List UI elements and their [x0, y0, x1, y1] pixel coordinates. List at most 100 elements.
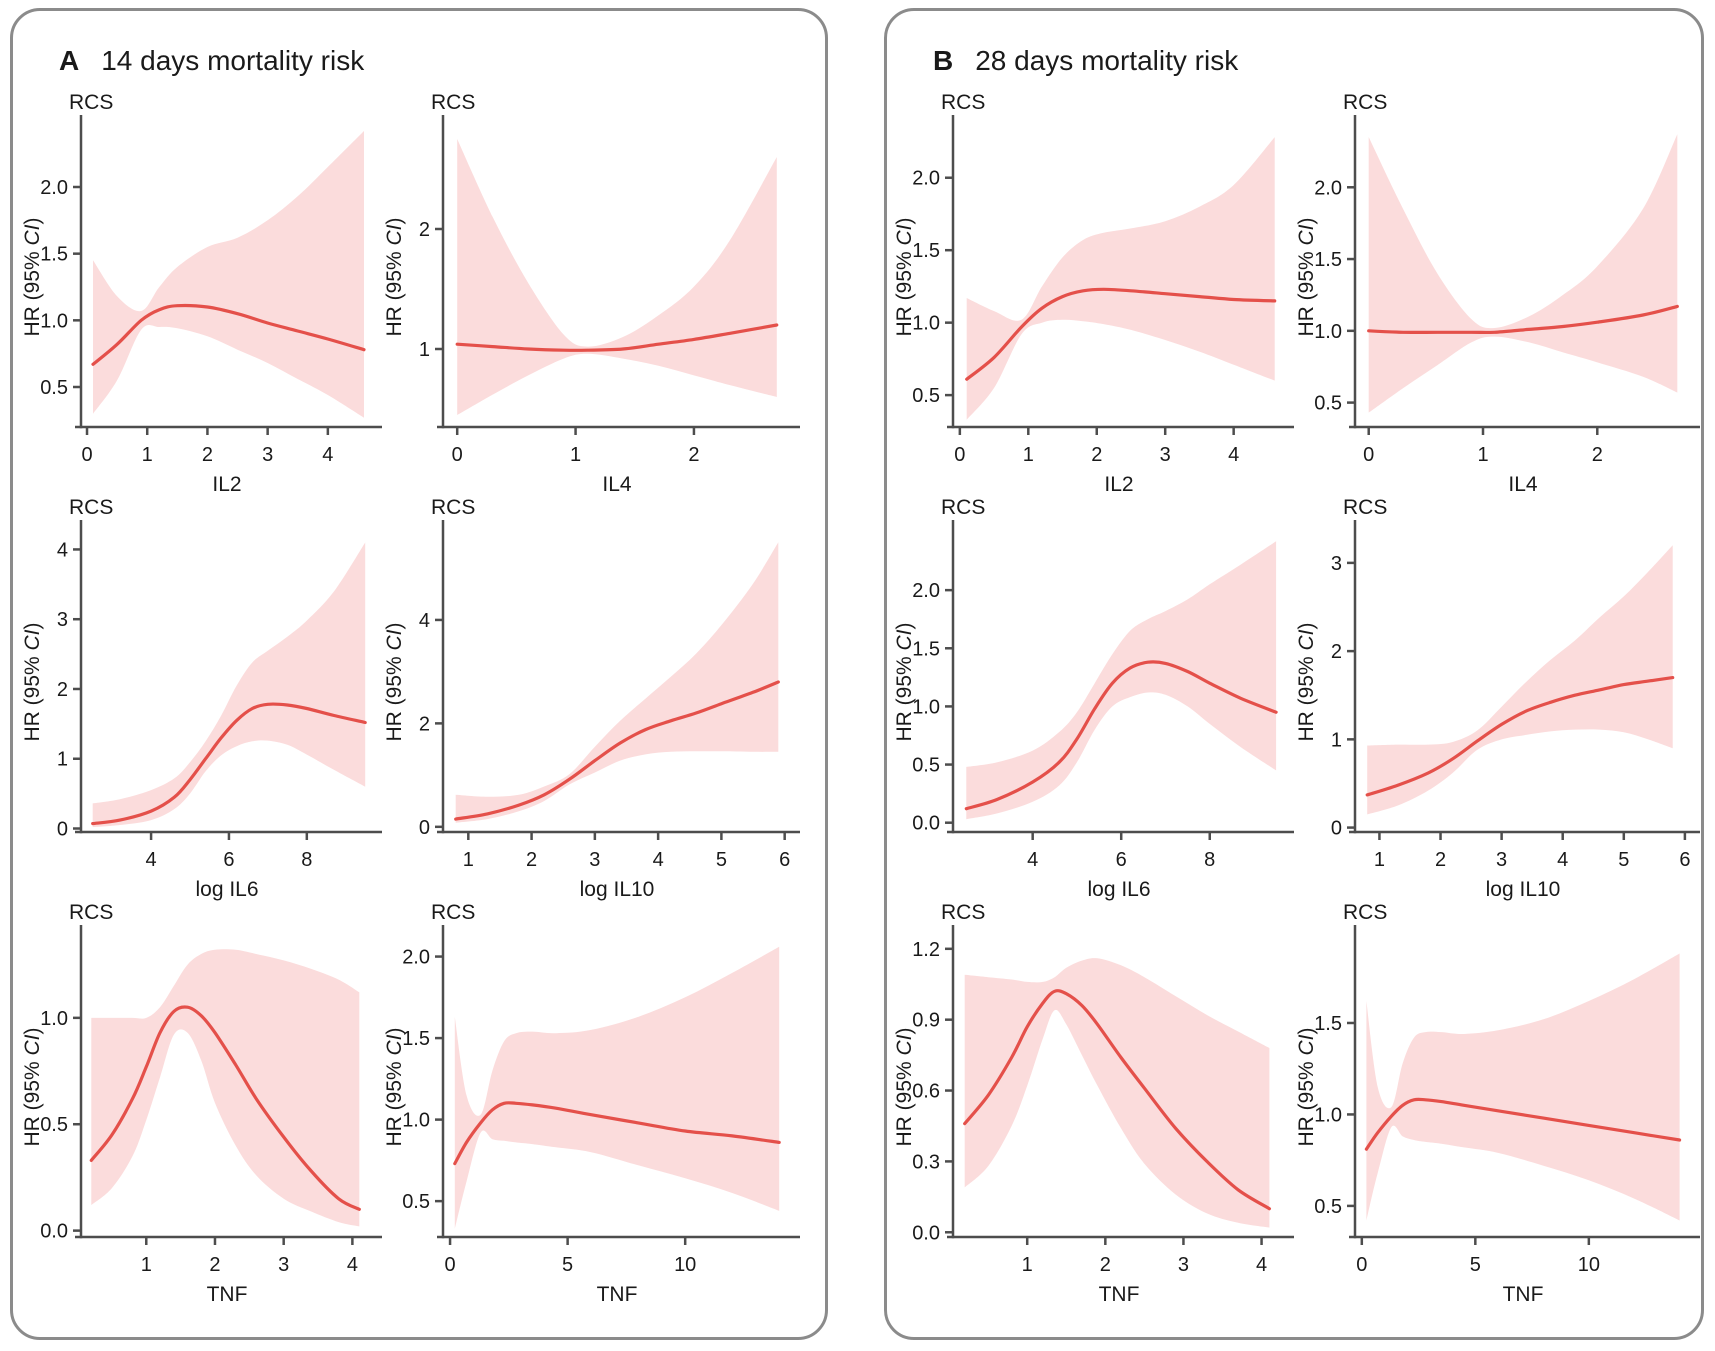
x-axis-label: TNF — [597, 1283, 638, 1306]
y-tick-label: 1.0 — [1314, 321, 1342, 343]
y-axis-label: HR (95% CI) — [895, 622, 916, 741]
y-tick-label: 0.5 — [1314, 393, 1342, 415]
y-tick-label: 0 — [1331, 818, 1342, 840]
y-tick-label: 1.5 — [1314, 249, 1342, 271]
panel-28-days: B 28 days mortality risk 0 1 2 3 4 0.5 1.0 1.5 2.… — [884, 8, 1704, 1340]
x-tick-label: 5 — [562, 1254, 573, 1276]
plot-area — [454, 542, 780, 823]
rcs-subplot-b-log-il6: 4 6 8 0.0 0.5 1.0 1.5 2.0 RCS log IL6 HR (95% CI) — [895, 498, 1294, 901]
x-tick-label: 2 — [688, 444, 699, 466]
y-tick-label: 0.9 — [912, 1010, 940, 1032]
x-tick-label: 10 — [674, 1254, 696, 1276]
x-tick-label: 4 — [146, 849, 157, 871]
y-axis-label: HR (95% CI) — [895, 1027, 916, 1146]
ci-band — [454, 946, 780, 1229]
rcs-corner-label: RCS — [431, 93, 475, 114]
y-tick-label: 2.0 — [912, 580, 940, 602]
x-tick-label: 1 — [1022, 1254, 1033, 1276]
y-tick-label: 0 — [419, 817, 430, 839]
x-tick-label: 2 — [209, 1254, 220, 1276]
x-tick-label: 2 — [1100, 1254, 1111, 1276]
x-axis-label: IL2 — [1104, 473, 1133, 496]
x-tick-label: 6 — [779, 849, 790, 871]
x-axis-label: log IL10 — [1486, 878, 1561, 901]
rcs-subplot-b-il4: 0 1 2 0.5 1.0 1.5 2.0 RCS IL4 HR (95% CI) — [1297, 93, 1700, 496]
plot-area — [1367, 134, 1679, 413]
hr-curve — [453, 1101, 781, 1166]
hr-curve — [965, 287, 1277, 381]
y-axis-label: HR (95% CI) — [23, 217, 44, 336]
y-axis-label: HR (95% CI) — [1297, 1027, 1318, 1146]
x-tick-label: 2 — [1091, 444, 1102, 466]
y-tick-label: 1.0 — [912, 313, 940, 335]
plot-area — [89, 949, 361, 1227]
x-axis-label: TNF — [207, 1283, 248, 1306]
ci-band — [91, 949, 360, 1227]
y-tick-label: 2 — [57, 679, 68, 701]
y-tick-label: 1.0 — [40, 310, 68, 332]
x-tick-label: 1 — [1023, 444, 1034, 466]
y-tick-label: 1 — [419, 339, 430, 361]
y-tick-label: 1.2 — [912, 939, 940, 961]
subplot-grid-a: 0 1 2 3 4 0.5 1.0 1.5 2.0 RCS IL2 HR (95% CI) 0 1 2 1 2 R… — [23, 93, 825, 1308]
x-tick-label: 10 — [1578, 1254, 1600, 1276]
x-tick-label: 1 — [1374, 849, 1385, 871]
y-tick-label: 2.0 — [402, 947, 430, 969]
ci-band — [93, 131, 364, 418]
y-tick-label: 1.5 — [1314, 1013, 1342, 1035]
axes — [1347, 115, 1700, 435]
x-tick-label: 3 — [589, 849, 600, 871]
y-tick-label: 1.5 — [40, 244, 68, 266]
y-tick-label: 2 — [1331, 641, 1342, 663]
y-tick-label: 3 — [57, 609, 68, 631]
x-axis-label: log IL6 — [1087, 878, 1150, 901]
x-tick-label: 3 — [1178, 1254, 1189, 1276]
ci-band — [457, 139, 777, 415]
y-tick-label: 4 — [57, 539, 68, 561]
axes — [435, 925, 800, 1245]
plot-area — [965, 137, 1277, 420]
rcs-subplot-b-log-il10: 1 2 3 4 5 6 0 1 2 3 RCS log IL10 HR (95% CI) — [1297, 498, 1700, 901]
x-tick-label: 1 — [570, 444, 581, 466]
x-tick-label: 3 — [278, 1254, 289, 1276]
plot-area — [963, 958, 1271, 1228]
axes — [435, 520, 800, 840]
x-tick-label: 4 — [1228, 444, 1239, 466]
plot-area — [91, 131, 366, 418]
ci-band — [964, 958, 1270, 1228]
hr-curve — [1365, 676, 1675, 797]
y-axis-label: HR (95% CI) — [23, 622, 44, 741]
rcs-corner-label: RCS — [941, 93, 985, 114]
ci-band — [966, 137, 1275, 420]
y-tick-label: 2 — [419, 713, 430, 735]
hr-curve — [89, 1005, 361, 1211]
plot-area — [1364, 953, 1682, 1221]
x-tick-label: 2 — [202, 444, 213, 466]
y-tick-label: 1.0 — [40, 1008, 68, 1030]
x-tick-label: 6 — [1116, 849, 1127, 871]
panel-title: A 14 days mortality risk — [59, 41, 825, 81]
x-tick-label: 8 — [301, 849, 312, 871]
x-tick-label: 4 — [1557, 849, 1568, 871]
x-tick-label: 6 — [1679, 849, 1690, 871]
y-tick-label: 1.0 — [402, 1110, 430, 1132]
x-axis-label: log IL10 — [580, 878, 655, 901]
y-tick-label: 0.5 — [402, 1191, 430, 1213]
x-tick-label: 4 — [1256, 1254, 1267, 1276]
hr-curve — [91, 702, 367, 826]
axes — [945, 925, 1294, 1245]
x-tick-label: 1 — [142, 444, 153, 466]
x-tick-label: 0 — [452, 444, 463, 466]
x-tick-label: 6 — [223, 849, 234, 871]
plot-area — [453, 946, 781, 1229]
hr-curve — [455, 323, 779, 352]
x-tick-label: 2 — [526, 849, 537, 871]
y-axis-label: HR (95% CI) — [385, 217, 406, 336]
x-tick-label: 2 — [1435, 849, 1446, 871]
ci-band — [455, 542, 779, 823]
y-tick-label: 1.0 — [1314, 1104, 1342, 1126]
rcs-corner-label: RCS — [69, 93, 113, 114]
y-tick-label: 1.5 — [912, 638, 940, 660]
axes — [73, 115, 382, 435]
